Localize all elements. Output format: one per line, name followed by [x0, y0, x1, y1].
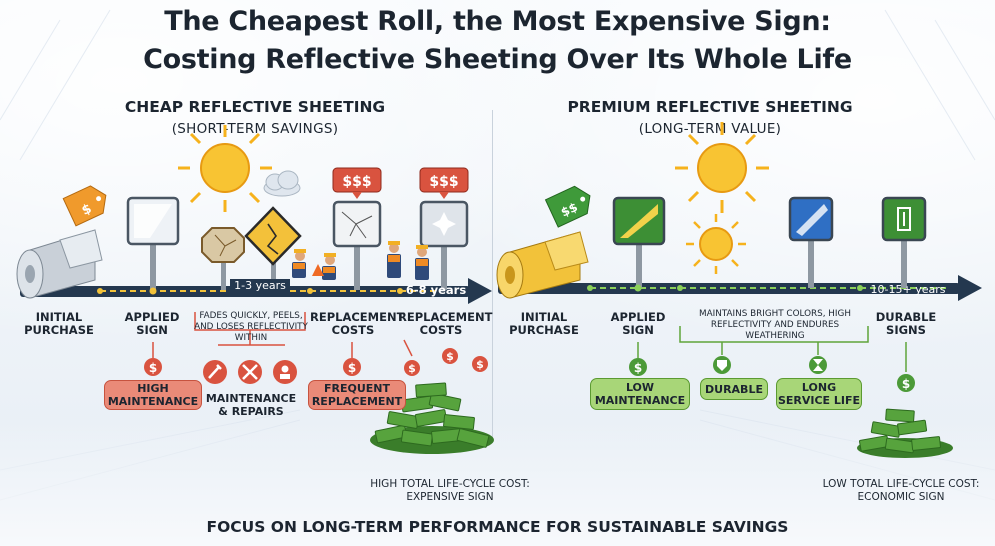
- cheap-money-pile-icon: [370, 382, 494, 454]
- cheap-timeline-markers: [97, 287, 403, 295]
- premium-applied-sign: APPLIED SIGN: [610, 310, 666, 337]
- cheap-replacement-costs-1: REPLACEMENT COSTS: [310, 310, 405, 337]
- cheap-workers-icon: [292, 249, 336, 280]
- cheap-coin-symbol-4: $: [446, 350, 454, 363]
- cheap-maintenance-repairs: MAINTENANCE & REPAIRS: [205, 392, 297, 418]
- premium-maintain-bracket: [679, 326, 869, 343]
- cheap-roll-icon: [16, 229, 103, 299]
- premium-sun-icon-large: [675, 122, 769, 213]
- premium-total-cost: LOW TOTAL LIFE-CYCLE COST: ECONOMIC SIGN: [822, 478, 980, 503]
- cheap-duration-2: 6-8 years: [405, 283, 467, 297]
- cheap-worker-icon: [273, 360, 297, 384]
- premium-long-service-life-badge: LONG SERVICE LIFE: [776, 378, 862, 410]
- cheap-applied-sign-icon: [126, 196, 180, 290]
- premium-roll-icon: [496, 231, 589, 299]
- cheap-fade-note: FADES QUICKLY, PEELS, AND LOSES REFLECTI…: [194, 311, 308, 343]
- cheap-connectors: [152, 339, 413, 358]
- cheap-cost-box-2: [419, 167, 469, 199]
- premium-maintain-note: MAINTAINS BRIGHT COLORS, HIGH REFLECTIVI…: [699, 309, 851, 341]
- premium-timeline-markers: [587, 284, 863, 292]
- premium-connectors: [637, 342, 907, 372]
- premium-shield-icon: [713, 356, 731, 374]
- cheap-wrench-icon: [203, 360, 227, 384]
- cheap-cost-box-1: [332, 167, 382, 199]
- cheap-high-maintenance-badge: HIGH MAINTENANCE: [104, 380, 202, 410]
- premium-initial-purchase: INITIAL PURCHASE: [509, 310, 579, 337]
- premium-durable-signs: DURABLE SIGNS: [875, 310, 937, 337]
- cheap-sun-icon: [178, 125, 272, 212]
- title-line-1: The Cheapest Roll, the Most Expensive Si…: [164, 6, 831, 37]
- cheap-applied-sign: APPLIED SIGN: [124, 310, 180, 337]
- cheap-coin-symbol-2: $: [348, 361, 356, 375]
- cheap-coin-symbol-5: $: [476, 358, 484, 371]
- premium-timeline-arrow: [498, 275, 982, 301]
- premium-reflective-sign-icon: [788, 196, 834, 288]
- premium-price-tag-symbol: $$: [559, 200, 580, 220]
- cheap-replacement-costs-2: REPLACEMENT COSTS: [398, 310, 493, 337]
- cheap-inspector-workers-icon: [387, 241, 429, 280]
- premium-coin-symbol-2: $: [902, 377, 910, 391]
- cheap-cost-box-2-label: $$$: [429, 174, 458, 190]
- cheap-cloud-icon: [263, 170, 301, 197]
- premium-subheading: (LONG-TERM VALUE): [638, 121, 782, 137]
- premium-duration: 10-15+ years: [870, 283, 946, 296]
- premium-durable-badge: DURABLE: [700, 378, 768, 400]
- cheap-cracked-warning-sign-icon: [244, 206, 302, 290]
- cheap-coin-symbol-3: $: [408, 362, 416, 375]
- cheap-cost-box-1-label: $$$: [342, 174, 371, 190]
- cheap-coin-symbol-1: $: [149, 361, 157, 375]
- cheap-faded-octagon-sign-icon: [201, 227, 245, 290]
- premium-sun-icon-small: [686, 214, 746, 274]
- cheap-total-cost: HIGH TOTAL LIFE-CYCLE COST: EXPENSIVE SI…: [370, 478, 530, 503]
- premium-coins: [629, 358, 915, 392]
- cheap-duration-1: 1-3 years: [230, 279, 290, 292]
- footer-message: FOCUS ON LONG-TERM PERFORMANCE FOR SUSTA…: [206, 518, 789, 536]
- cheap-coins: [144, 348, 488, 376]
- cheap-frequent-replacement-badge: FREQUENT REPLACEMENT: [308, 380, 406, 410]
- premium-money-pile-icon: [857, 408, 953, 458]
- cheap-initial-purchase: INITIAL PURCHASE: [24, 310, 94, 337]
- premium-heading: PREMIUM REFLECTIVE SHEETING: [567, 98, 853, 116]
- cheap-cracked-sign-icon: [332, 200, 382, 290]
- cheap-price-tag-icon: [62, 185, 107, 227]
- cheap-subheading: (SHORT-TERM SAVINGS): [171, 121, 339, 137]
- cheap-tools-icon: [238, 360, 262, 384]
- premium-applied-sign-icon: [612, 196, 666, 288]
- cheap-worn-sign-icon: [419, 200, 469, 290]
- cheap-heading: CHEAP REFLECTIVE SHEETING: [124, 98, 386, 116]
- premium-durable-sign-icon: [881, 196, 927, 288]
- premium-price-tag-icon: [544, 185, 591, 228]
- premium-coin-symbol-1: $: [634, 361, 642, 375]
- title-line-2: Costing Reflective Sheeting Over Its Who…: [143, 44, 852, 75]
- premium-low-maintenance-badge: LOW MAINTENANCE: [590, 378, 690, 410]
- premium-hourglass-icon: [809, 356, 827, 374]
- center-divider: [492, 110, 493, 440]
